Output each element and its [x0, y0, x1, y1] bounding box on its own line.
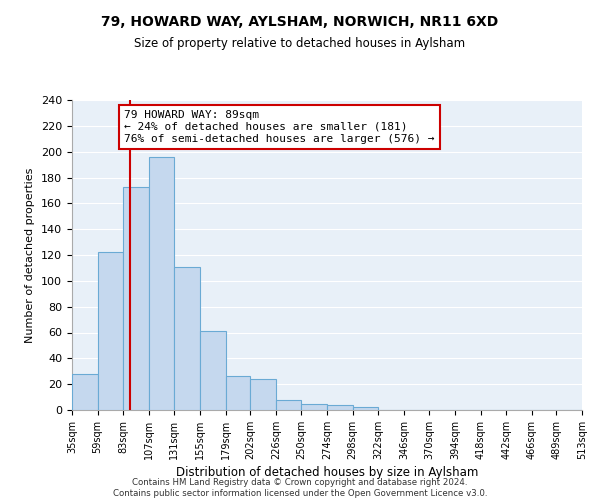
Bar: [175, 266, 200, 410]
Y-axis label: Number of detached properties: Number of detached properties: [25, 168, 35, 342]
Bar: [149, 157, 175, 410]
X-axis label: Distribution of detached houses by size in Aylsham: Distribution of detached houses by size …: [176, 466, 478, 479]
Text: Contains HM Land Registry data © Crown copyright and database right 2024.
Contai: Contains HM Land Registry data © Crown c…: [113, 478, 487, 498]
Text: Size of property relative to detached houses in Aylsham: Size of property relative to detached ho…: [134, 38, 466, 51]
Bar: [250, 379, 276, 410]
Bar: [276, 400, 301, 410]
Bar: [123, 186, 149, 410]
Text: 79, HOWARD WAY, AYLSHAM, NORWICH, NR11 6XD: 79, HOWARD WAY, AYLSHAM, NORWICH, NR11 6…: [101, 15, 499, 29]
Bar: [353, 408, 378, 410]
Bar: [72, 374, 98, 410]
Bar: [98, 252, 123, 410]
Bar: [301, 404, 327, 410]
Bar: [327, 405, 353, 410]
Bar: [200, 331, 226, 410]
Bar: [226, 376, 250, 410]
Text: 79 HOWARD WAY: 89sqm
← 24% of detached houses are smaller (181)
76% of semi-deta: 79 HOWARD WAY: 89sqm ← 24% of detached h…: [124, 110, 435, 144]
